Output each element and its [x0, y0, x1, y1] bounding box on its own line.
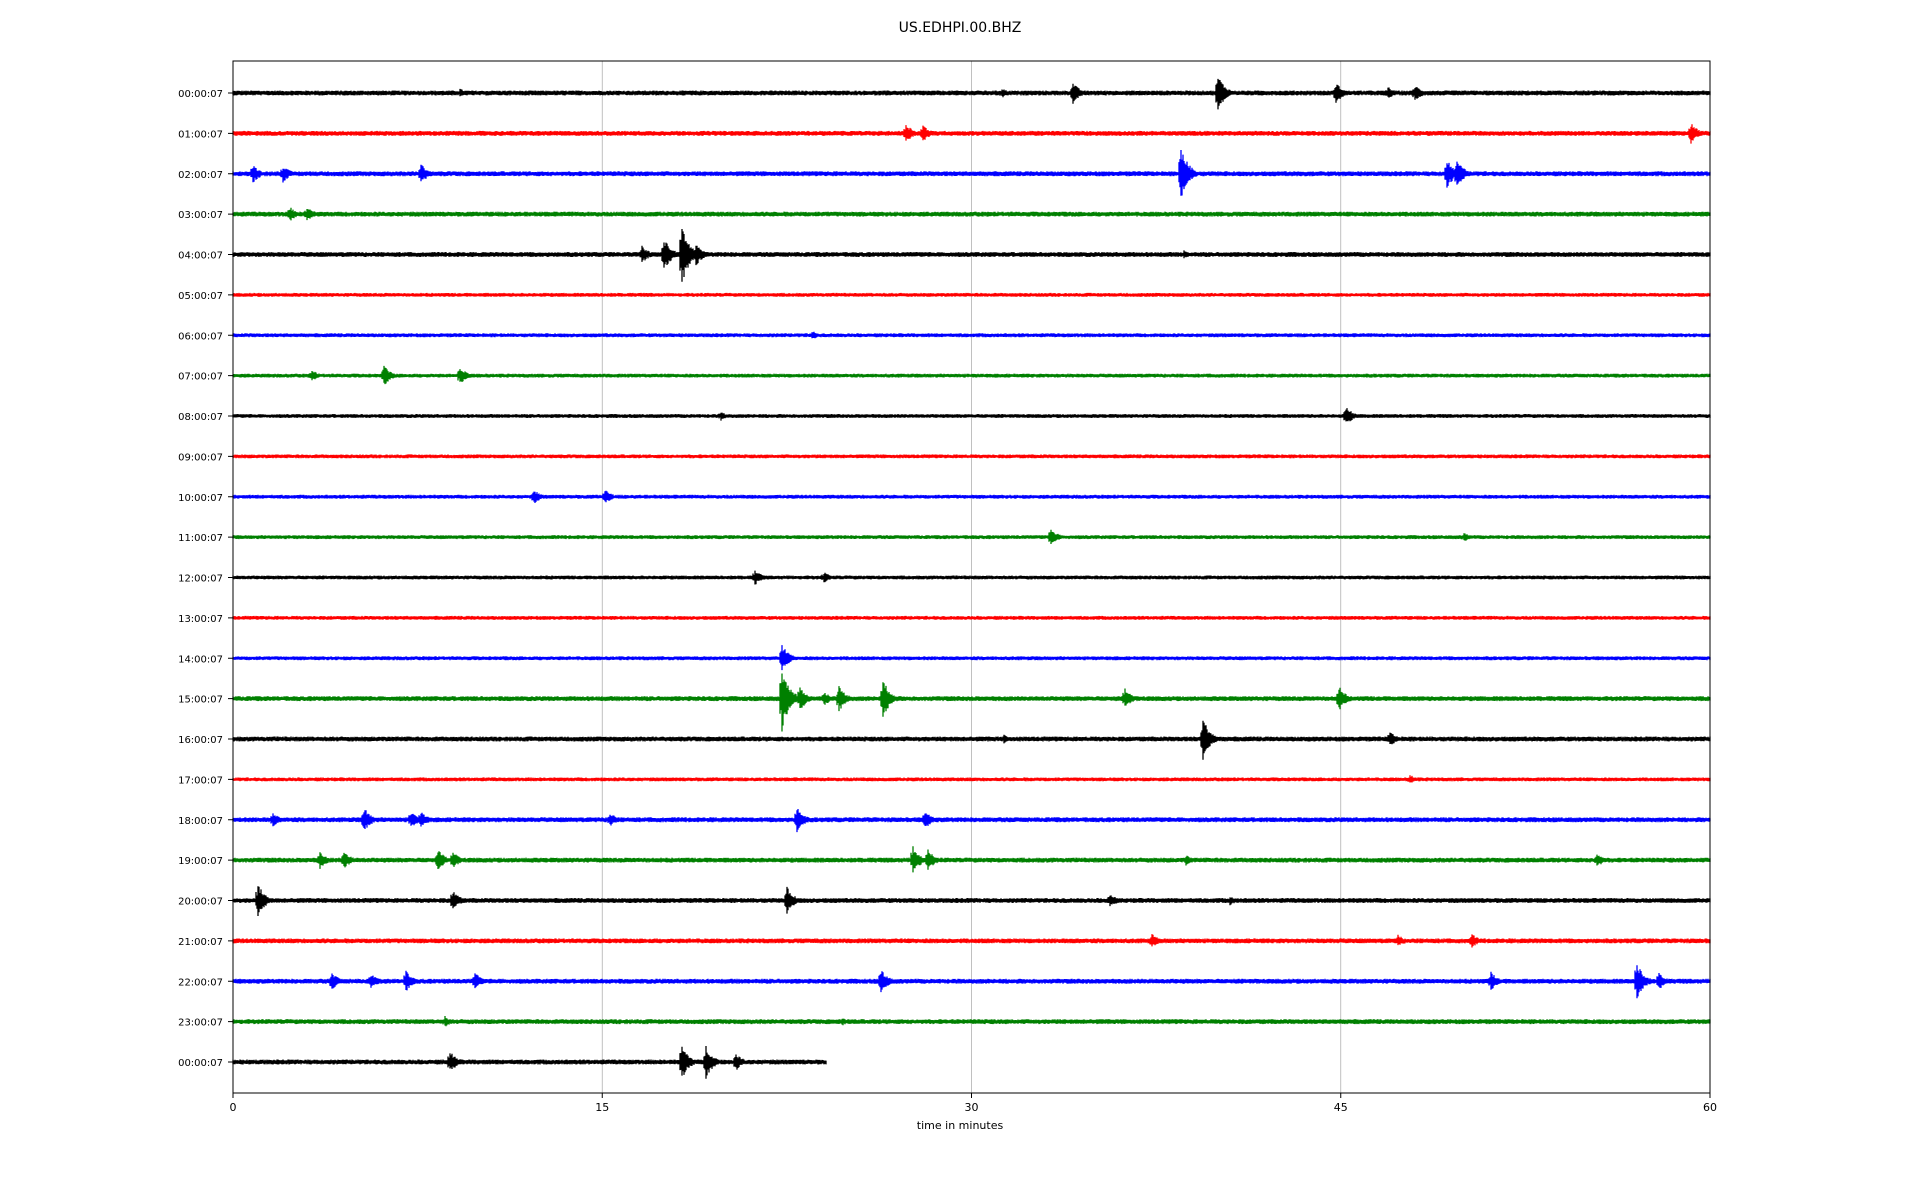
- y-tick-label: 17:00:07: [178, 775, 223, 786]
- y-tick-label: 09:00:07: [178, 452, 223, 463]
- y-tick-labels: 00:00:07 01:00:07 02:00:07 03:00:07 04:00:07…: [178, 89, 233, 1069]
- trace-5: [232, 292, 1711, 297]
- x-tick-labels: 0 15 30 45 60: [230, 1093, 1717, 1114]
- y-tick-label: 13:00:07: [178, 614, 223, 625]
- y-tick-label: 21:00:07: [178, 937, 223, 948]
- y-tick-label: 20:00:07: [178, 897, 223, 908]
- y-tick-label: 15:00:07: [178, 695, 223, 706]
- y-tick-label: 19:00:07: [178, 856, 223, 867]
- y-tick-label: 00:00:07: [178, 89, 223, 100]
- trace-13: [232, 615, 1711, 620]
- y-tick-label: 10:00:07: [178, 493, 223, 504]
- x-tick-label: 30: [965, 1101, 979, 1114]
- x-tick-label: 45: [1334, 1101, 1348, 1114]
- x-tick-label: 0: [230, 1101, 237, 1114]
- y-tick-label: 08:00:07: [178, 412, 223, 423]
- y-tick-label: 03:00:07: [178, 210, 223, 221]
- y-tick-label: 01:00:07: [178, 129, 223, 140]
- y-tick-label: 22:00:07: [178, 977, 223, 988]
- y-tick-label: 18:00:07: [178, 816, 223, 827]
- x-axis-label: time in minutes: [916, 1119, 1004, 1132]
- y-tick-label: 07:00:07: [178, 372, 223, 383]
- y-tick-label: 16:00:07: [178, 735, 223, 746]
- y-tick-label: 05:00:07: [178, 291, 223, 302]
- trace-24: [232, 1046, 827, 1079]
- y-tick-label: 06:00:07: [178, 331, 223, 342]
- x-tick-label: 15: [595, 1101, 609, 1114]
- y-tick-label: 02:00:07: [178, 170, 223, 181]
- x-tick-label: 60: [1703, 1101, 1717, 1114]
- chart-title: US.EDHPI.00.BHZ: [898, 20, 1022, 36]
- y-tick-label: 00:00:07: [178, 1058, 223, 1069]
- y-tick-label: 04:00:07: [178, 251, 223, 262]
- y-tick-label: 14:00:07: [178, 654, 223, 665]
- y-tick-label: 23:00:07: [178, 1018, 223, 1029]
- trace-9: [232, 454, 1711, 459]
- y-tick-label: 12:00:07: [178, 574, 223, 585]
- y-tick-label: 11:00:07: [178, 533, 223, 544]
